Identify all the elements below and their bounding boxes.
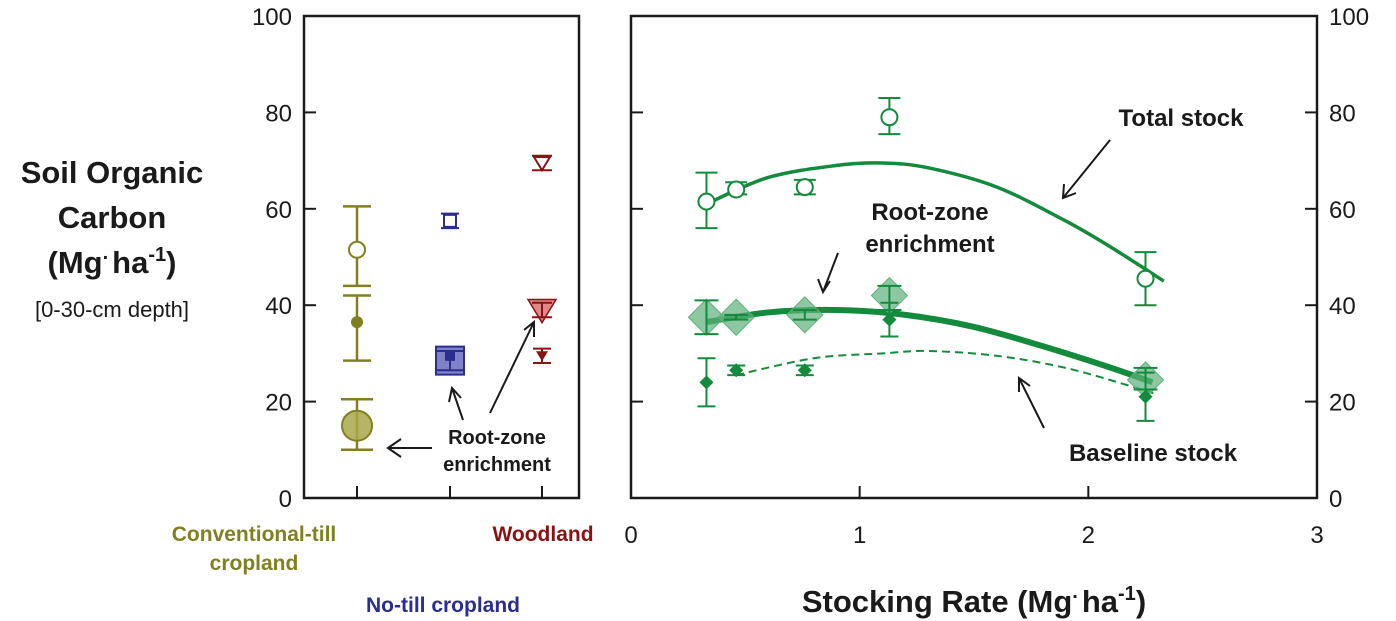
total-point (795, 178, 814, 197)
right-panel-y-tick-label: 40 (1329, 293, 1356, 320)
baseline-stock-fit-line (735, 349, 1158, 396)
right-panel-y-tick-label: 100 (1329, 4, 1369, 31)
left-panel-y-tick-label: 40 (265, 293, 292, 320)
total-stock-label: Total stock (1119, 105, 1245, 132)
data-marks (341, 96, 1165, 452)
category-notill: No-till cropland (366, 594, 520, 617)
total-stock-fit-line (705, 161, 1165, 283)
y-axis-label-line2: Carbon (58, 200, 167, 235)
arrow-woodland (489, 319, 535, 414)
baseline-point (1138, 389, 1153, 404)
category-conventional-line1: Conventional-till (172, 523, 337, 546)
rootzone-label-line2: enrichment (865, 231, 994, 258)
arrow-rootzone (817, 252, 839, 295)
axis-ticks: 0 0 20 20 40 40 60 60 80 80 100 100 0 1 2 3 (252, 4, 1369, 549)
conventional-baseline-point (351, 316, 363, 329)
left-panel-y-tick-label: 20 (265, 390, 292, 417)
y-axis-depth-label: [0-30-cm depth] (35, 297, 189, 322)
notill-baseline-point (445, 350, 455, 361)
notill-total-point (443, 213, 457, 228)
category-woodland: Woodland (492, 523, 593, 546)
x-axis-label: Stocking Rate (Mg. ha-1) (802, 581, 1146, 619)
baseline-point (699, 375, 714, 390)
rootzone-label-line1: Root-zone (871, 199, 988, 226)
x-tick-label: 0 (624, 522, 637, 549)
arrow-total-stock (1061, 139, 1111, 200)
total-point (727, 180, 746, 199)
x-tick-label: 3 (1310, 522, 1323, 549)
arrow-baseline (1018, 376, 1045, 429)
baseline-point (729, 363, 744, 378)
left-panel-y-tick-label: 0 (279, 486, 292, 513)
woodland-baseline-point (536, 351, 548, 362)
arrow-notill (448, 385, 464, 421)
total-point (880, 108, 899, 127)
left-rootzone-label-line1: Root-zone (448, 427, 546, 449)
baseline-stock-label: Baseline stock (1069, 440, 1238, 467)
arrow-conventional (386, 438, 432, 458)
baseline-point (882, 312, 897, 327)
total-point (1136, 269, 1155, 288)
x-tick-label: 2 (1082, 522, 1095, 549)
category-conventional-line2: cropland (210, 552, 299, 575)
rootzone-fit-line (705, 306, 1154, 386)
left-panel-y-tick-label: 60 (265, 197, 292, 224)
left-rootzone-label-line2: enrichment (443, 454, 551, 476)
y-axis-label-line1: Soil Organic (21, 155, 204, 190)
right-panel-y-tick-label: 0 (1329, 486, 1342, 513)
right-panel-y-tick-label: 60 (1329, 197, 1356, 224)
x-tick-label: 1 (853, 522, 866, 549)
right-panel-y-tick-label: 20 (1329, 390, 1356, 417)
left-panel-frame (302, 14, 581, 500)
conventional-rootzone-point (341, 409, 373, 442)
annotation-arrows (386, 139, 1111, 458)
left-panel-y-tick-label: 80 (265, 100, 292, 127)
right-panel-frame (629, 14, 1319, 500)
conventional-total-point (348, 240, 366, 259)
left-panel-y-tick-label: 100 (252, 4, 292, 31)
woodland-total-point (532, 156, 552, 173)
baseline-point (797, 363, 812, 378)
right-panel-y-tick-label: 80 (1329, 100, 1356, 127)
total-point (697, 192, 716, 211)
y-axis-label-line3: (Mg. ha-1) (48, 242, 177, 280)
